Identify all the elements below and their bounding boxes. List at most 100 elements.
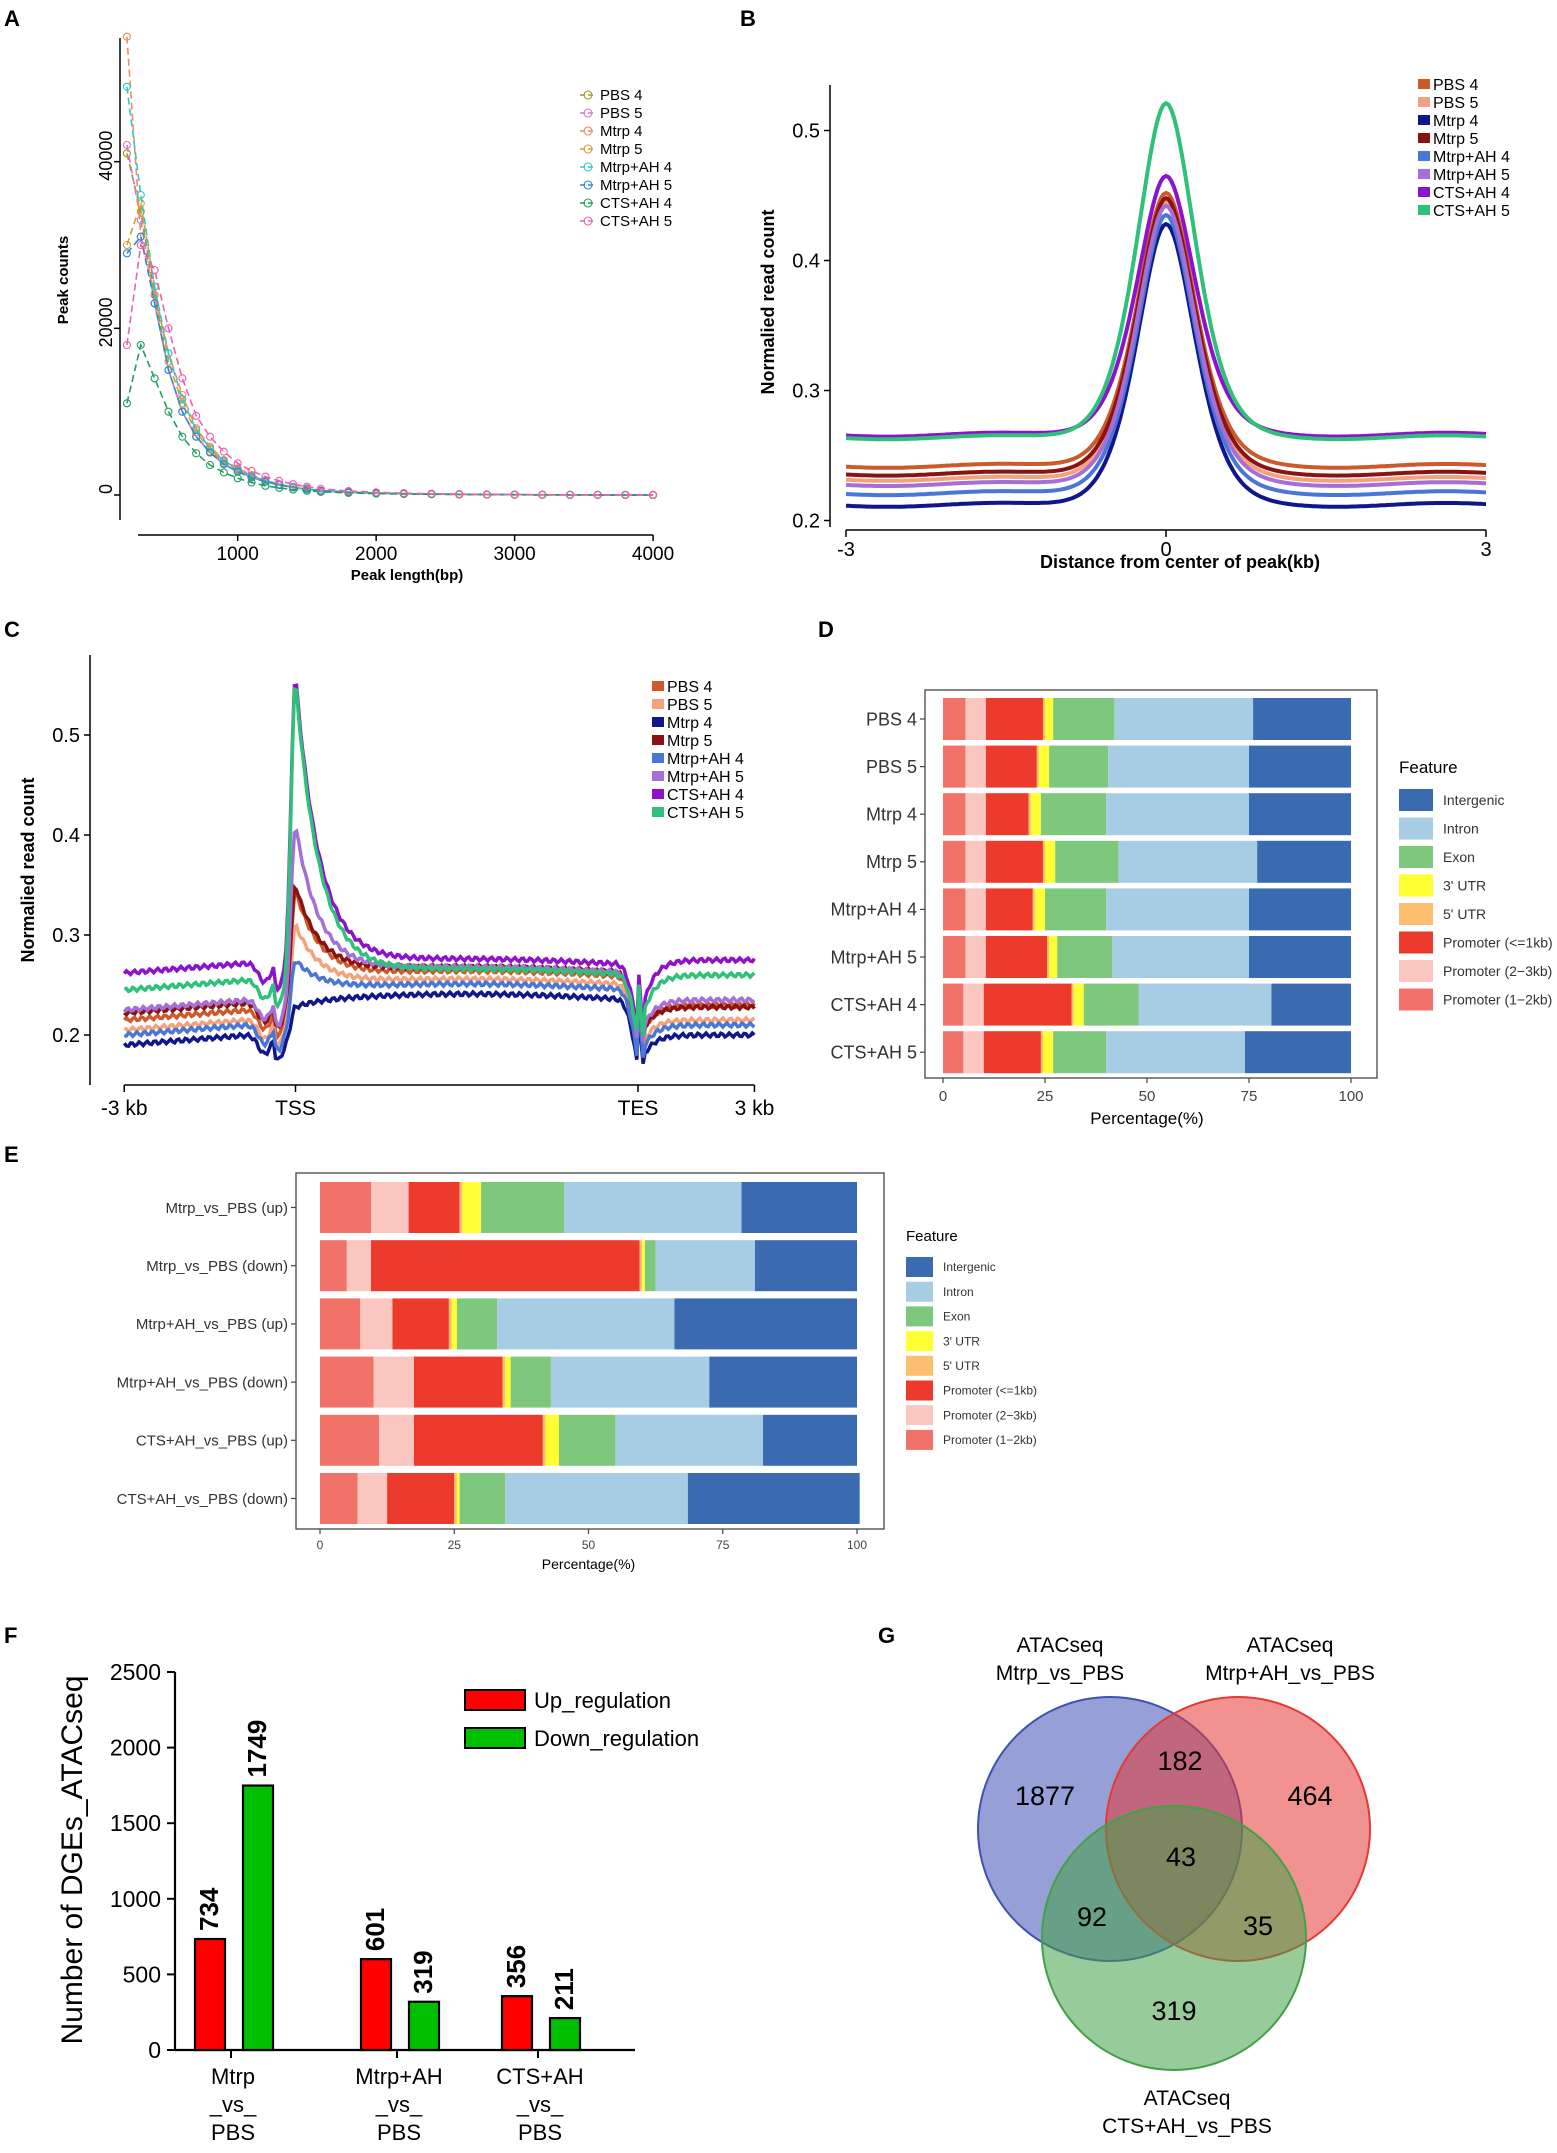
bar-down-regulation	[407, 2000, 441, 2052]
panel-label-a: A	[4, 6, 20, 31]
bar-value-label: 211	[549, 1968, 579, 2010]
legend-swatch-pbs-4	[652, 681, 664, 691]
venn-count-bc: 35	[1243, 1911, 1273, 1941]
y-tick-label: 500	[123, 1961, 161, 1987]
data-point-mtrp-4	[178, 390, 187, 400]
bar-segment-3-utr	[505, 1356, 511, 1408]
x-tick-label: _vs_	[516, 2092, 564, 2117]
bar-segment-intergenic	[741, 1182, 857, 1233]
venn-set-label: ATACseq	[1017, 1634, 1104, 1657]
bar-segment-intron	[1108, 745, 1249, 788]
legend-marker-mtrp-4	[583, 126, 593, 136]
venn-count-abc: 43	[1166, 1842, 1196, 1872]
bar-segment-5-utr	[542, 1414, 546, 1466]
series-line-cts-ah-4	[122, 683, 756, 1033]
data-point-cts-ah-5	[455, 490, 464, 499]
y-tick-label: 0.2	[792, 511, 820, 533]
bar-segment-3-utr	[1038, 745, 1050, 788]
data-point-cts-ah-5	[621, 490, 630, 499]
legend-label-pbs-5: PBS 5	[1433, 95, 1478, 112]
bar-segment-intergenic	[687, 1473, 860, 1524]
bar-segment-promoter-2-3kb	[379, 1414, 414, 1466]
bar-segment-promoter-1-2kb	[320, 1240, 347, 1292]
legend-swatch-intron	[1399, 817, 1433, 840]
bar-segment-promoter-1kb	[392, 1298, 449, 1350]
x-axis-title: Percentage(%)	[1090, 1109, 1203, 1128]
bar-segment-promoter-2-3kb	[373, 1356, 414, 1408]
bar-segment-intergenic	[1244, 1031, 1351, 1074]
legend-label-exon: Exon	[943, 1310, 970, 1324]
category-label: CTS+AH 5	[830, 1043, 917, 1063]
bar-segment-3-utr	[642, 1240, 645, 1292]
data-point-cts-ah-5	[219, 447, 228, 456]
bar-segment-promoter-1-2kb	[943, 745, 966, 788]
bar-segment-intergenic	[1257, 840, 1351, 883]
venn-count-ac: 92	[1077, 1902, 1107, 1932]
y-tick-label: 0.3	[52, 925, 80, 947]
x-axis-title: Distance from center of peak(kb)	[1040, 552, 1320, 572]
data-point-cts-ah-4	[122, 399, 131, 408]
bar-segment-intron	[1114, 698, 1254, 740]
y-tick-label: 0.2	[52, 1025, 80, 1047]
data-point-mtrp-ah-5	[178, 407, 187, 416]
data-point-mtrp-ah-5	[219, 460, 228, 469]
bar-segment-intron	[505, 1473, 688, 1524]
legend-marker-mtrp-ah-4	[583, 162, 593, 172]
legend-label-exon: Exon	[1443, 849, 1475, 865]
legend-label-pbs-4: PBS 4	[1433, 77, 1478, 94]
bar-segment-promoter-2-3kb	[965, 698, 986, 740]
bar-segment-intergenic	[674, 1298, 857, 1350]
legend-swatch-mtrp-5	[1418, 133, 1430, 143]
legend-label-mtrp-ah-4: Mtrp+AH 4	[1433, 149, 1510, 166]
bar-segment-5-utr	[448, 1298, 452, 1350]
venn-circle-3	[1041, 1805, 1307, 2071]
legend-swatch-promoter-2-3kb	[906, 1405, 933, 1426]
bar-down-regulation	[548, 2016, 582, 2052]
legend-label-mtrp-4: Mtrp 4	[667, 715, 712, 732]
bar-segment-promoter-2-3kb	[371, 1182, 409, 1233]
bar-segment-intron	[564, 1182, 742, 1233]
bar-segment-exon	[1053, 1031, 1107, 1074]
y-tick-label: 0.4	[792, 251, 820, 273]
x-tick-label: 1000	[217, 544, 259, 565]
series-line-mtrp-ah-4	[845, 212, 1487, 498]
bar-segment-5-utr	[459, 1182, 463, 1233]
bar-segment-promoter-1-2kb	[943, 840, 966, 883]
panel-label-e: E	[4, 1142, 19, 1167]
bar-segment-promoter-1kb	[985, 698, 1043, 740]
bar-segment-exon	[459, 1473, 506, 1524]
data-point-cts-ah-4	[205, 460, 215, 470]
y-axis-title: Normalied read count	[18, 777, 38, 962]
panel-e: E Mtrp_vs_PBS (up) Mtrp_vs_PBS (down) Mtrp+…	[4, 1142, 1037, 1572]
y-tick-label: 0.5	[52, 725, 80, 747]
panel-label-c: C	[4, 617, 20, 642]
bar-segment-intron	[1112, 936, 1249, 978]
bar-segment-5-utr	[1071, 983, 1074, 1026]
bar-segment-promoter-1kb	[985, 888, 1033, 931]
series-line-mtrp-4	[845, 221, 1487, 509]
legend-swatch-mtrp-ah-4	[652, 753, 664, 763]
data-point-cts-ah-5	[275, 476, 284, 485]
y-axis-title: Normalied read count	[758, 209, 778, 394]
data-point-cts-ah-4	[164, 407, 173, 416]
data-point-cts-ah-5	[261, 472, 270, 481]
data-point-mtrp-ah-5	[192, 432, 201, 441]
bar-up-regulation	[193, 1937, 227, 2052]
series-line-mtrp-ah-5	[126, 234, 654, 496]
bar-segment-3-utr	[1042, 1031, 1054, 1074]
legend-label-promoter-1kb: Promoter (<=1kb)	[1443, 934, 1553, 950]
panel-c: C 0.2 0.3 0.4 0.5 -3 kb TSS TES 3 kb Normalied re…	[4, 617, 774, 1120]
bar-segment-exon	[1040, 793, 1107, 836]
bar-segment-intron	[1138, 983, 1272, 1026]
legend-swatch-promoter-1kb	[906, 1380, 933, 1401]
bar-segment-promoter-1-2kb	[943, 936, 966, 978]
series-line-cts-ah-5	[124, 686, 756, 1037]
series-line-mtrp-5	[126, 203, 654, 496]
data-point-cts-ah-5	[205, 432, 215, 441]
bar-segment-5-utr	[454, 1473, 457, 1524]
category-label: PBS 4	[866, 709, 917, 729]
legend-swatch-pbs-5	[652, 699, 664, 709]
data-point-mtrp-4	[150, 290, 159, 300]
venn-count-a-only: 1877	[1015, 1781, 1075, 1811]
legend-label-5-utr: 5' UTR	[1443, 906, 1486, 922]
